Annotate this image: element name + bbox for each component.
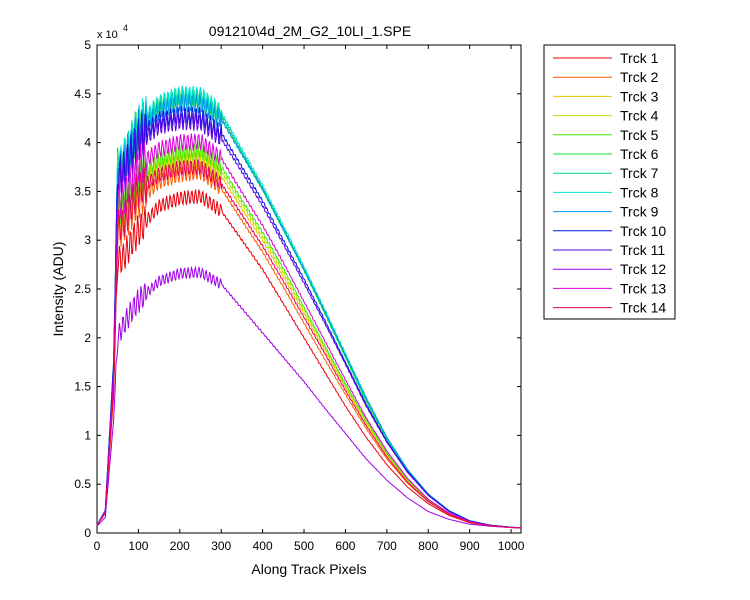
y-axis-exponent-power: 4 xyxy=(123,23,128,33)
y-tick-label: 2 xyxy=(84,331,91,345)
series-layer xyxy=(96,85,522,529)
x-axis-ticks: 0 100 200 300 400 500 600 700 800 900 1000 xyxy=(94,45,525,553)
x-tick-label: 900 xyxy=(460,539,480,553)
legend-label: Trck 5 xyxy=(620,127,659,143)
legend-label: Trck 9 xyxy=(620,204,659,220)
legend-label: Trck 11 xyxy=(620,242,665,258)
x-axis-label: Along Track Pixels xyxy=(251,561,366,577)
y-axis-ticks: 0 0.5 1 1.5 2 2.5 3 3.5 4 4.5 5 xyxy=(74,38,521,540)
y-axis-exponent-base: x 10 xyxy=(97,29,118,41)
legend-items: Trck 1 Trck 2 Trck 3 Trck 4 Trck 5 Trck 6 Trck… xyxy=(553,50,666,316)
y-tick-label: 5 xyxy=(84,38,91,52)
x-tick-label: 0 xyxy=(94,539,101,553)
y-tick-label: 4 xyxy=(84,136,91,150)
x-tick-label: 600 xyxy=(335,539,355,553)
x-tick-label: 200 xyxy=(170,539,190,553)
legend-label: Trck 1 xyxy=(620,50,659,66)
x-tick-label: 500 xyxy=(294,539,314,553)
x-tick-label: 400 xyxy=(253,539,273,553)
x-tick-label: 100 xyxy=(128,539,148,553)
legend-box xyxy=(543,44,676,320)
legend-label: Trck 6 xyxy=(620,146,659,162)
x-tick-label: 300 xyxy=(211,539,231,553)
x-tick-label: 700 xyxy=(377,539,397,553)
y-tick-label: 3.5 xyxy=(74,184,91,198)
y-axis-label: Intensity (ADU) xyxy=(50,242,66,337)
y-tick-label: 3 xyxy=(84,233,91,247)
legend-label: Trck 14 xyxy=(620,300,666,316)
x-tick-label: 1000 xyxy=(498,539,525,553)
legend-label: Trck 10 xyxy=(620,223,666,239)
legend-label: Trck 7 xyxy=(620,165,659,181)
chart-title: 091210\4d_2M_G2_10LI_1.SPE xyxy=(209,23,411,39)
series-line-1 xyxy=(96,189,521,529)
y-tick-label: 0.5 xyxy=(74,477,91,491)
y-tick-label: 1 xyxy=(84,428,91,442)
legend-label: Trck 8 xyxy=(620,184,659,200)
series-line-12 xyxy=(96,265,521,529)
y-tick-label: 4.5 xyxy=(74,87,91,101)
y-tick-label: 0 xyxy=(84,526,91,540)
plot-area: 0 100 200 300 400 500 600 700 800 900 1000 0 0.5 1 1.… xyxy=(74,38,524,553)
legend-label: Trck 2 xyxy=(620,69,659,85)
x-tick-label: 800 xyxy=(418,539,438,553)
legend-label: Trck 3 xyxy=(620,88,659,104)
series-line-14 xyxy=(96,159,521,529)
series-line-11 xyxy=(96,112,522,529)
y-tick-label: 2.5 xyxy=(74,282,91,296)
series-line-13 xyxy=(96,133,521,529)
y-tick-label: 1.5 xyxy=(74,380,91,394)
legend: Trck 1 Trck 2 Trck 3 Trck 4 Trck 5 Trck 6 Trck… xyxy=(543,44,676,320)
legend-label: Trck 13 xyxy=(620,280,666,296)
legend-label: Trck 12 xyxy=(620,261,666,277)
legend-label: Trck 4 xyxy=(620,108,659,124)
